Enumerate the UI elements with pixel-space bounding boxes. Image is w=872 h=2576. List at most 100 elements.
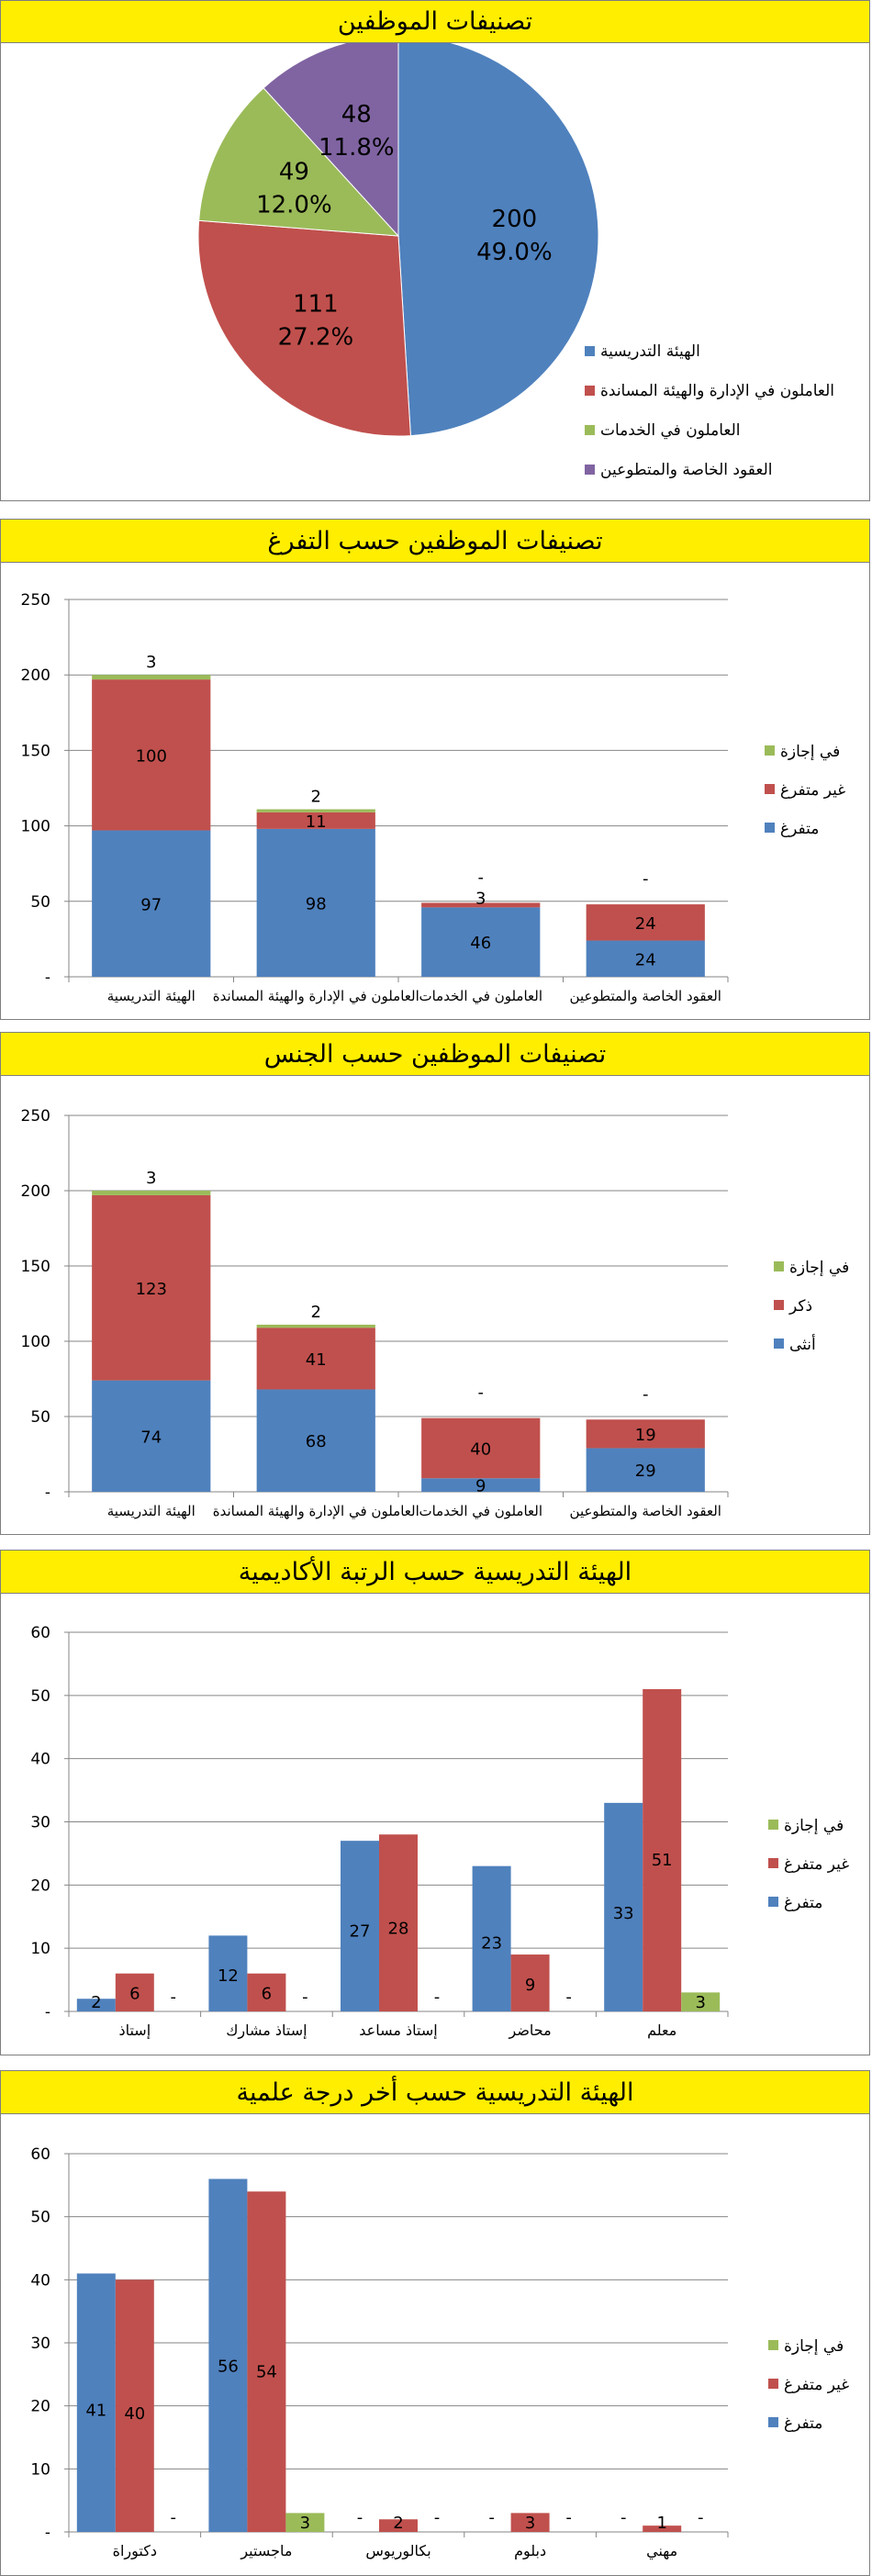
- clustered-bar-chart-rank: - 10 20 30 40 50 60 إستاذ إستاذ مشارك إستاذ مساعد…: [30, 1624, 849, 2040]
- legend-label: متفرغ: [780, 820, 819, 838]
- bar-chart-panel-gender: تصنيفات الموظفين حسب الجنس - 50 100 150 200 2…: [0, 1032, 870, 1535]
- bar-segment: [92, 1194, 211, 1381]
- bar: [76, 2273, 116, 2532]
- x-tick-label: دكتوراة: [113, 2542, 157, 2560]
- y-tick-label: 60: [30, 1624, 50, 1642]
- pie-percent-label: 11.8%: [319, 134, 395, 162]
- data-label: -: [478, 1383, 485, 1403]
- chart-title: تصنيفات الموظفين حسب الجنس: [1, 1033, 869, 1076]
- pie-percent-label: 27.2%: [278, 324, 354, 352]
- x-tick-label: العاملون في الإدارة والهيئة المساندة: [213, 988, 419, 1005]
- pie-percent-label: 49.0%: [476, 239, 553, 266]
- bar-segment: [256, 812, 375, 829]
- bar: [247, 2191, 286, 2532]
- clustered-bar-chart-degree: - 10 20 30 40 50 60 دكتوراة ماجستير بكالوريوس دبلو…: [30, 2145, 849, 2560]
- bar: [510, 2513, 550, 2532]
- x-tick-label: العقود الخاصة والمتطوعين: [570, 1503, 721, 1519]
- legend-label: غير متفرغ: [780, 781, 845, 800]
- y-tick-label: -: [45, 969, 50, 987]
- y-tick-label: 100: [21, 1333, 50, 1351]
- bar-segment: [256, 809, 375, 812]
- data-label: 51: [652, 1851, 673, 1870]
- legend-swatch: [585, 346, 595, 356]
- pie-value-label: 49: [279, 159, 309, 186]
- legend-label: أنثى: [789, 1334, 816, 1354]
- data-label: 11: [306, 812, 327, 832]
- y-tick-label: 250: [21, 1107, 50, 1126]
- bar: [604, 1802, 643, 2011]
- pie-chart: 200 49.0% 111 27.2% 49 12.0% 48 11.8% الهيئة الت…: [197, 43, 834, 479]
- data-label: -: [171, 2508, 177, 2527]
- bar-segment: [586, 1448, 705, 1492]
- pie-slice: [397, 43, 599, 437]
- data-label: 6: [129, 1985, 140, 2004]
- x-tick-label: مهني: [646, 2542, 677, 2560]
- bar-segment: [421, 907, 541, 977]
- x-tick-label: دبلوم: [514, 2542, 546, 2560]
- data-label: 6: [262, 1985, 272, 2004]
- data-label: 100: [136, 746, 167, 766]
- bar-segment: [92, 1380, 211, 1492]
- bar-segment: [586, 904, 705, 941]
- x-tick-label: معلم: [647, 2022, 676, 2039]
- bar-segment: [421, 902, 541, 908]
- legend-label: غير متفرغ: [784, 2376, 849, 2394]
- x-tick-label: الهيئة التدريسية: [107, 988, 196, 1004]
- y-tick-label: 10: [30, 1940, 50, 1958]
- legend-label: في إجازة: [789, 1259, 849, 1277]
- bar: [643, 1688, 682, 2011]
- data-label: 3: [695, 1993, 705, 2012]
- legend-swatch: [768, 1858, 778, 1868]
- data-label: 3: [525, 2514, 535, 2533]
- data-label: -: [357, 2508, 363, 2527]
- y-tick-label: 40: [30, 2271, 50, 2290]
- legend-label: العقود الخاصة والمتطوعين: [600, 461, 772, 479]
- y-tick-label: 30: [30, 1814, 50, 1832]
- x-tick-label: ماجستير: [240, 2542, 292, 2560]
- pie-percent-label: 12.0%: [256, 192, 332, 219]
- data-label: 12: [218, 1966, 239, 1986]
- data-label: 68: [306, 1432, 327, 1451]
- data-label: 40: [124, 2404, 145, 2424]
- data-label: 2: [311, 1303, 321, 1322]
- bar-segment: [92, 830, 211, 977]
- chart-title: الهيئة التدريسية حسب أخر درجة علمية: [1, 2071, 869, 2114]
- data-label: 40: [470, 1439, 491, 1459]
- pie-value-label: 111: [293, 291, 339, 319]
- legend-swatch: [768, 2340, 778, 2350]
- data-label: 3: [146, 1169, 156, 1188]
- x-tick-label: العقود الخاصة والمتطوعين: [570, 988, 721, 1004]
- legend-swatch: [774, 1261, 784, 1271]
- bar-segment: [92, 679, 211, 831]
- bar: [681, 1992, 721, 2011]
- data-label: 9: [475, 1477, 486, 1496]
- data-label: 2: [311, 788, 321, 807]
- legend-label: في إجازة: [784, 1817, 844, 1835]
- bar-segment: [421, 1478, 541, 1492]
- data-label: 97: [140, 895, 162, 914]
- y-tick-label: 30: [30, 2335, 50, 2353]
- data-label: 74: [140, 1428, 162, 1447]
- bar-chart-panel-employment: تصنيفات الموظفين حسب التفرغ - 50 100 150 200…: [0, 519, 870, 1020]
- legend-label: الهيئة التدريسية: [600, 342, 700, 361]
- data-label: 28: [388, 1919, 409, 1938]
- data-label: 123: [136, 1280, 167, 1299]
- bar-chart-panel-degree: الهيئة التدريسية حسب أخر درجة علمية - 10 2…: [0, 2070, 870, 2576]
- x-tick-label: إستاذ مشارك: [226, 2022, 307, 2040]
- legend-label: في إجازة: [784, 2337, 844, 2356]
- x-tick-label: العاملون في الخدمات: [419, 988, 542, 1005]
- data-label: 3: [300, 2514, 310, 2533]
- bar: [285, 2513, 325, 2532]
- y-tick-label: 150: [21, 1258, 50, 1276]
- chart-title: تصنيفات الموظفين: [1, 1, 869, 43]
- y-tick-label: 50: [30, 893, 50, 912]
- legend-swatch: [585, 465, 595, 475]
- pie-chart-panel: تصنيفات الموظفين 200 49.0% 111 27.2% 49 12.0%…: [0, 0, 870, 501]
- data-label: 98: [306, 894, 327, 913]
- bar: [76, 1999, 116, 2011]
- legend-swatch: [765, 784, 775, 794]
- data-label: 3: [475, 889, 486, 908]
- legend-swatch: [774, 1338, 784, 1349]
- legend-label: غير متفرغ: [784, 1855, 849, 1874]
- data-label: -: [434, 2508, 441, 2527]
